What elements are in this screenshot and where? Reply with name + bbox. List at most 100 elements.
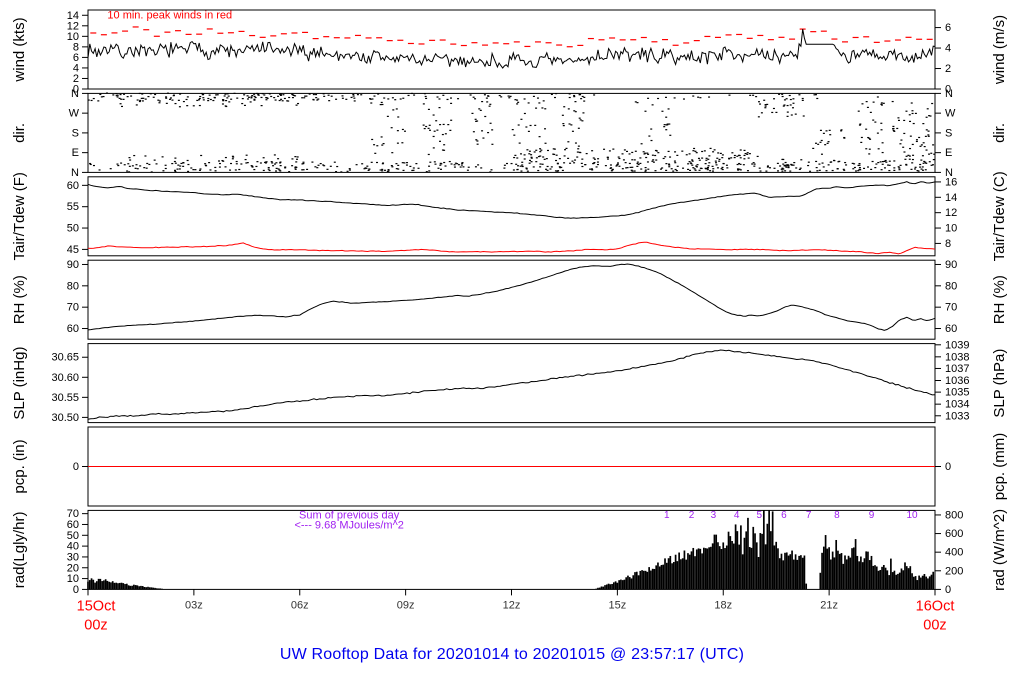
left-axis-title: Tair/Tdew (F) bbox=[11, 172, 28, 260]
x-tick-label: 12z bbox=[503, 599, 521, 611]
right-tick-label: 90 bbox=[945, 259, 957, 271]
left-tick-label: 70 bbox=[67, 302, 79, 314]
annotation: 10 bbox=[906, 510, 918, 521]
annotation: 4 bbox=[734, 510, 740, 521]
left-tick-label: 55 bbox=[67, 201, 79, 213]
annotation: 5 bbox=[756, 510, 762, 521]
x-tick-label: 06z bbox=[291, 599, 309, 611]
left-tick-label: 60 bbox=[67, 323, 79, 335]
annotation: 6 bbox=[781, 510, 787, 521]
right-axis-title: SLP (hPa) bbox=[991, 349, 1008, 418]
left-tick-label: 10 bbox=[67, 573, 79, 585]
x-tick-label: 15z bbox=[609, 599, 627, 611]
series-wind-10min-peak bbox=[90, 26, 933, 48]
panel-border bbox=[87, 259, 936, 340]
right-tick-label: 12 bbox=[945, 207, 957, 219]
left-tick-label: 6 bbox=[73, 52, 79, 64]
right-tick-label: 800 bbox=[945, 509, 963, 521]
series-tdew bbox=[87, 241, 936, 255]
panel-slp: 30.50 30.55 30.60 30.65 10331034103510361037… bbox=[11, 339, 1008, 424]
annotation: 10 min. peak winds in red bbox=[107, 10, 232, 22]
left-tick-label: 50 bbox=[67, 223, 79, 235]
right-axis-title: RH (%) bbox=[991, 275, 1008, 324]
left-tick-label: 60 bbox=[67, 519, 79, 531]
right-tick-label: E bbox=[945, 147, 952, 159]
right-tick-label: 8 bbox=[945, 238, 951, 250]
panel-temperature: 45 50 55 60 8 10 12 14 16 Tair/Tdew (F) Tair/Tdew … bbox=[11, 171, 1008, 261]
left-tick-label: 0 bbox=[73, 461, 79, 473]
left-tick-label: N bbox=[71, 167, 79, 179]
left-tick-label: 40 bbox=[67, 541, 79, 553]
right-tick-label: 6 bbox=[945, 22, 951, 34]
right-tick-label: 1036 bbox=[945, 375, 969, 387]
left-axis-title: wind (kts) bbox=[11, 17, 28, 82]
right-axis-title: pcp. (mm) bbox=[991, 433, 1008, 501]
series-solar-radiation bbox=[87, 510, 935, 590]
right-tick-label: S bbox=[945, 127, 952, 139]
left-tick-label: W bbox=[69, 108, 80, 120]
right-tick-label: 4 bbox=[945, 43, 951, 55]
right-tick-label: N bbox=[945, 167, 953, 179]
right-tick-label: 1039 bbox=[945, 339, 969, 351]
right-tick-label: 200 bbox=[945, 565, 963, 577]
right-tick-label: 400 bbox=[945, 547, 963, 559]
left-tick-label: 60 bbox=[67, 180, 79, 192]
annotation: Sum of previous day bbox=[299, 510, 400, 522]
panel-border bbox=[87, 9, 936, 90]
left-tick-label: 20 bbox=[67, 562, 79, 574]
right-tick-label: 10 bbox=[945, 223, 957, 235]
left-axis-title: RH (%) bbox=[11, 275, 28, 324]
left-tick-label: 90 bbox=[67, 259, 79, 271]
right-tick-label: 2 bbox=[945, 63, 951, 75]
x-tick-label: 18z bbox=[714, 599, 732, 611]
left-tick-label: 30.65 bbox=[51, 352, 79, 364]
x-start-date-label: 15Oct bbox=[77, 598, 116, 614]
right-tick-label: 80 bbox=[945, 280, 957, 292]
panel-border bbox=[87, 343, 936, 424]
x-end-date-label: 16Oct bbox=[916, 598, 955, 614]
left-tick-label: 0 bbox=[73, 84, 79, 96]
right-tick-label: 14 bbox=[945, 192, 957, 204]
left-tick-label: 10 bbox=[67, 31, 79, 43]
left-tick-label: 4 bbox=[73, 62, 79, 74]
left-tick-label: 30 bbox=[67, 551, 79, 563]
right-tick-label: 1033 bbox=[945, 410, 969, 422]
left-tick-label: 30.50 bbox=[51, 412, 79, 424]
right-tick-label: 1035 bbox=[945, 387, 969, 399]
right-tick-label: 16 bbox=[945, 176, 957, 188]
x-tick-label: 09z bbox=[397, 599, 415, 611]
x-tick-label: 21z bbox=[820, 599, 838, 611]
left-tick-label: E bbox=[72, 147, 79, 159]
left-tick-label: 30.55 bbox=[51, 392, 79, 404]
right-axis-title: Tair/Tdew (C) bbox=[991, 171, 1008, 261]
x-start-hour-label: 00z bbox=[84, 617, 107, 633]
annotation: <--- 9.68 MJoules/m^2 bbox=[294, 519, 403, 531]
left-tick-label: 45 bbox=[67, 244, 79, 256]
left-tick-label: 0 bbox=[73, 584, 79, 596]
left-axis-title: dir. bbox=[11, 123, 28, 143]
series-wind-average bbox=[87, 29, 936, 69]
annotation: 9 bbox=[869, 510, 875, 521]
left-tick-label: 12 bbox=[67, 20, 79, 32]
annotation: 2 bbox=[689, 510, 695, 521]
left-tick-label: 2 bbox=[73, 73, 79, 85]
chart-title: UW Rooftop Data for 20201014 to 20201015… bbox=[279, 646, 745, 663]
annotation: 8 bbox=[834, 510, 840, 521]
left-tick-label: 70 bbox=[67, 508, 79, 520]
annotation: 7 bbox=[806, 510, 812, 521]
left-axis-title: SLP (inHg) bbox=[11, 347, 28, 420]
annotation: 3 bbox=[711, 510, 717, 521]
left-tick-label: 14 bbox=[67, 10, 79, 22]
series-wind-direction-dots bbox=[87, 92, 936, 173]
x-tick-label: 03z bbox=[185, 599, 203, 611]
right-axis-title: wind (m/s) bbox=[991, 15, 1008, 85]
panel-border bbox=[87, 92, 936, 173]
x-end-hour-label: 00z bbox=[923, 617, 946, 633]
right-tick-label: 600 bbox=[945, 528, 963, 540]
left-tick-label: 30.60 bbox=[51, 372, 79, 384]
left-tick-label: 80 bbox=[67, 280, 79, 292]
